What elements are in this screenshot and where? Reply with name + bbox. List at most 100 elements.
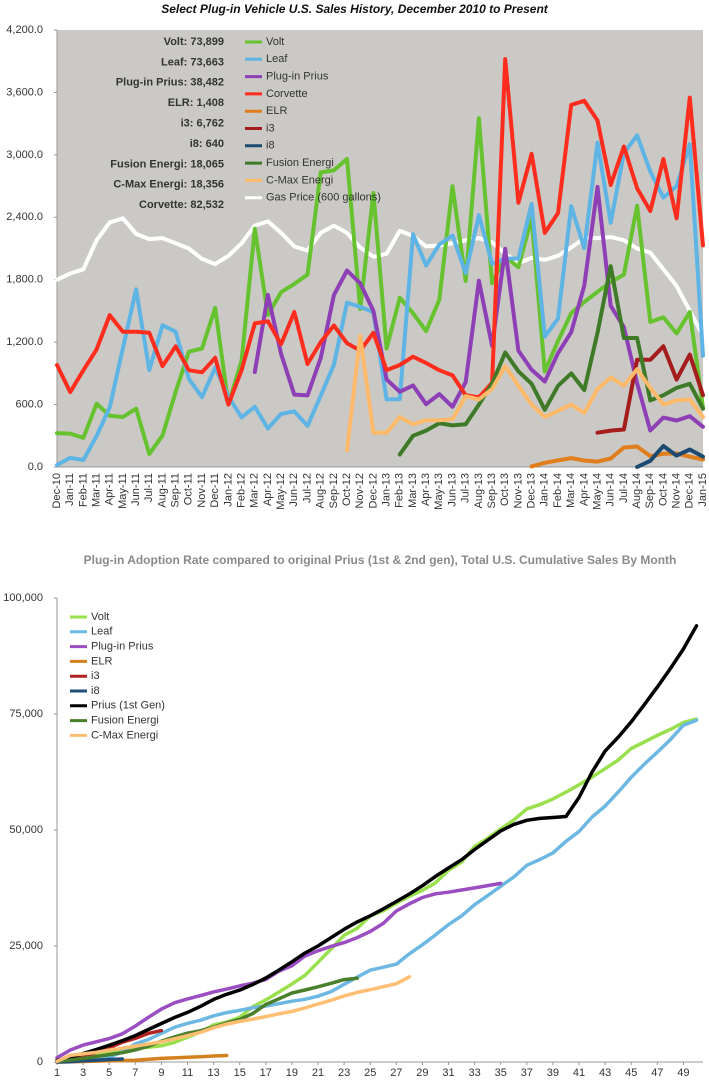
- x-tick-label: Jul-13: [460, 473, 472, 503]
- x-tick-label: 41: [573, 1067, 585, 1079]
- x-tick-label: Apr-12: [262, 473, 274, 506]
- x-tick-label: Sep-14: [644, 473, 656, 508]
- x-tick-label: Oct-11: [183, 473, 195, 505]
- x-tick-label: 19: [286, 1067, 298, 1079]
- annotation: C-Max Energi: 18,356: [113, 179, 224, 191]
- x-tick-label: 1: [54, 1067, 60, 1079]
- x-tick-label: Feb-13: [394, 473, 406, 508]
- y-tick-label: 0: [37, 1056, 43, 1068]
- y-tick-label: 3,600.0: [6, 86, 43, 98]
- x-tick-label: 45: [625, 1067, 637, 1079]
- legend-label: ELR: [266, 105, 287, 117]
- x-tick-label: Mar-13: [407, 473, 419, 508]
- x-tick-label: Aug-13: [473, 473, 485, 508]
- x-tick-label: 15: [234, 1067, 246, 1079]
- x-tick-label: May-11: [117, 473, 129, 509]
- x-tick-label: Nov-14: [671, 473, 683, 508]
- x-tick-label: 11: [182, 1067, 193, 1079]
- legend-label: i3: [266, 122, 275, 134]
- x-tick-label: Oct-14: [657, 473, 669, 506]
- x-tick-label: Aug-14: [631, 473, 643, 508]
- x-tick-label: 21: [312, 1067, 324, 1079]
- legend-label: i8: [91, 685, 100, 697]
- x-tick-label: Nov-12: [354, 473, 366, 508]
- series-line: [55, 718, 699, 1064]
- legend-label: Corvette: [266, 88, 308, 100]
- y-tick-label: 1,800.0: [6, 274, 43, 286]
- x-tick-label: Dec-10: [51, 473, 63, 508]
- x-tick-label: 29: [416, 1067, 428, 1079]
- x-tick-label: Dec-11: [209, 473, 221, 508]
- x-tick-label: Mar-12: [249, 473, 261, 508]
- annotation: Leaf: 73,663: [161, 56, 224, 68]
- x-tick-label: 47: [651, 1067, 663, 1079]
- x-tick-label: Oct-13: [499, 473, 511, 506]
- annotation: i8: 640: [190, 138, 224, 150]
- x-tick-label: Dec-13: [526, 473, 538, 508]
- x-tick-label: May-12: [275, 473, 287, 510]
- x-tick-label: 23: [338, 1067, 350, 1079]
- x-tick-label: Sep-11: [170, 473, 182, 508]
- x-tick-label: 33: [468, 1067, 480, 1079]
- legend-label: Volt: [266, 36, 284, 48]
- x-tick-label: Sep-12: [328, 473, 340, 508]
- x-tick-label: Feb-14: [552, 473, 564, 508]
- x-tick-label: May-13: [433, 473, 445, 510]
- annotation: i3: 6,762: [181, 118, 224, 130]
- x-tick-label: Aug-12: [315, 473, 327, 508]
- x-tick-label: 31: [442, 1067, 454, 1079]
- y-tick-label: 100,000: [3, 592, 43, 604]
- series-line: [595, 344, 705, 435]
- legend-label: i8: [266, 140, 275, 152]
- series-line: [55, 717, 699, 1063]
- y-tick-label: 25,000: [9, 940, 43, 952]
- x-tick-label: Jan-13: [380, 473, 392, 507]
- legend-label: Plug-in Prius: [266, 71, 329, 83]
- x-tick-label: Jun-12: [288, 473, 300, 507]
- x-tick-label: 9: [158, 1067, 164, 1079]
- series-line: [55, 624, 699, 1063]
- y-tick-label: 600.0: [15, 398, 43, 410]
- x-tick-label: Apr-11: [104, 473, 116, 505]
- annotation: Volt: 73,899: [164, 36, 224, 48]
- x-tick-label: 13: [207, 1067, 219, 1079]
- x-tick-label: Feb-12: [235, 473, 247, 508]
- x-tick-label: 5: [106, 1067, 112, 1079]
- x-tick-label: May-14: [591, 473, 603, 510]
- x-tick-label: Mar-14: [565, 473, 577, 508]
- x-tick-label: 17: [260, 1067, 272, 1079]
- x-tick-label: Jun-11: [130, 473, 142, 506]
- x-tick-label: Oct-12: [341, 473, 353, 506]
- x-tick-label: Dec-12: [367, 473, 379, 508]
- x-tick-label: 7: [132, 1067, 138, 1079]
- y-tick-label: 2,400.0: [6, 211, 43, 223]
- x-tick-label: 27: [390, 1067, 402, 1079]
- x-tick-label: Dec-14: [684, 473, 696, 508]
- x-tick-label: Jul-12: [301, 473, 313, 503]
- legend-label: Leaf: [91, 626, 113, 638]
- x-tick-label: Jun-14: [605, 473, 617, 507]
- x-tick-label: Jan-11: [64, 473, 76, 506]
- legend-label: ELR: [91, 655, 112, 667]
- y-tick-label: 4,200.0: [6, 24, 43, 36]
- y-tick-label: 1,200.0: [6, 336, 43, 348]
- legend-label: i3: [91, 670, 100, 682]
- x-tick-label: Apr-14: [578, 473, 590, 506]
- series-line: [55, 116, 705, 456]
- annotation: ELR: 1,408: [168, 97, 224, 109]
- chart-title: Select Plug-in Vehicle U.S. Sales Histor…: [161, 2, 548, 16]
- x-tick-label: Jan-15: [697, 473, 709, 507]
- x-tick-label: Jul-14: [618, 473, 630, 503]
- legend-label: C-Max Energi: [91, 729, 158, 741]
- x-tick-label: Mar-11: [90, 473, 102, 507]
- series-line: [345, 333, 705, 453]
- legend-label: C-Max Energi: [266, 174, 333, 186]
- x-tick-label: 3: [80, 1067, 86, 1079]
- annotation: Corvette: 82,532: [139, 199, 224, 211]
- series-line: [397, 264, 705, 457]
- x-tick-label: 25: [364, 1067, 376, 1079]
- series-line: [635, 444, 705, 469]
- x-tick-label: 35: [495, 1067, 507, 1079]
- series-line: [55, 57, 705, 407]
